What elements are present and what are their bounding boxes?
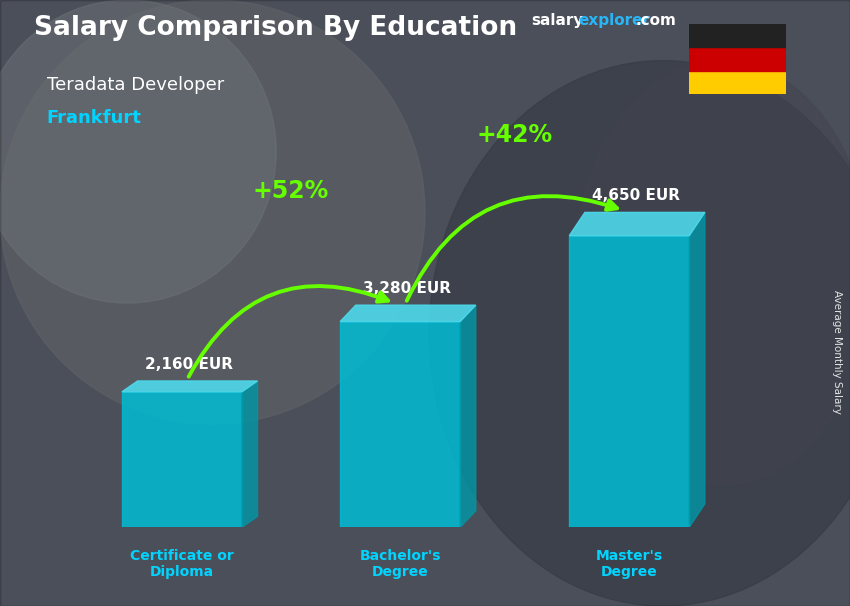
Ellipse shape xyxy=(0,0,425,424)
Text: +52%: +52% xyxy=(253,179,329,204)
Text: .com: .com xyxy=(636,13,677,28)
Text: 3,280 EUR: 3,280 EUR xyxy=(363,281,451,296)
Ellipse shape xyxy=(429,61,850,606)
Bar xyxy=(688,24,786,47)
Text: Frankfurt: Frankfurt xyxy=(47,109,142,127)
Ellipse shape xyxy=(574,61,850,485)
Text: Master's
Degree: Master's Degree xyxy=(596,549,663,579)
Text: 4,650 EUR: 4,650 EUR xyxy=(592,188,681,203)
Text: +42%: +42% xyxy=(477,123,552,147)
Polygon shape xyxy=(460,305,476,527)
Text: explorer: explorer xyxy=(578,13,650,28)
Text: Teradata Developer: Teradata Developer xyxy=(47,76,224,94)
Bar xyxy=(340,322,460,527)
Polygon shape xyxy=(122,381,258,392)
Bar xyxy=(570,236,689,527)
Text: salary: salary xyxy=(531,13,584,28)
Polygon shape xyxy=(689,212,705,527)
Bar xyxy=(688,71,786,94)
Text: 2,160 EUR: 2,160 EUR xyxy=(145,357,233,372)
Ellipse shape xyxy=(0,0,276,303)
Bar xyxy=(688,47,786,71)
Text: Bachelor's
Degree: Bachelor's Degree xyxy=(360,549,441,579)
Polygon shape xyxy=(242,381,258,527)
Bar xyxy=(122,392,242,527)
Text: Average Monthly Salary: Average Monthly Salary xyxy=(832,290,842,413)
Polygon shape xyxy=(340,305,476,322)
Text: Certificate or
Diploma: Certificate or Diploma xyxy=(130,549,234,579)
Polygon shape xyxy=(570,212,705,236)
Text: Salary Comparison By Education: Salary Comparison By Education xyxy=(34,15,517,41)
